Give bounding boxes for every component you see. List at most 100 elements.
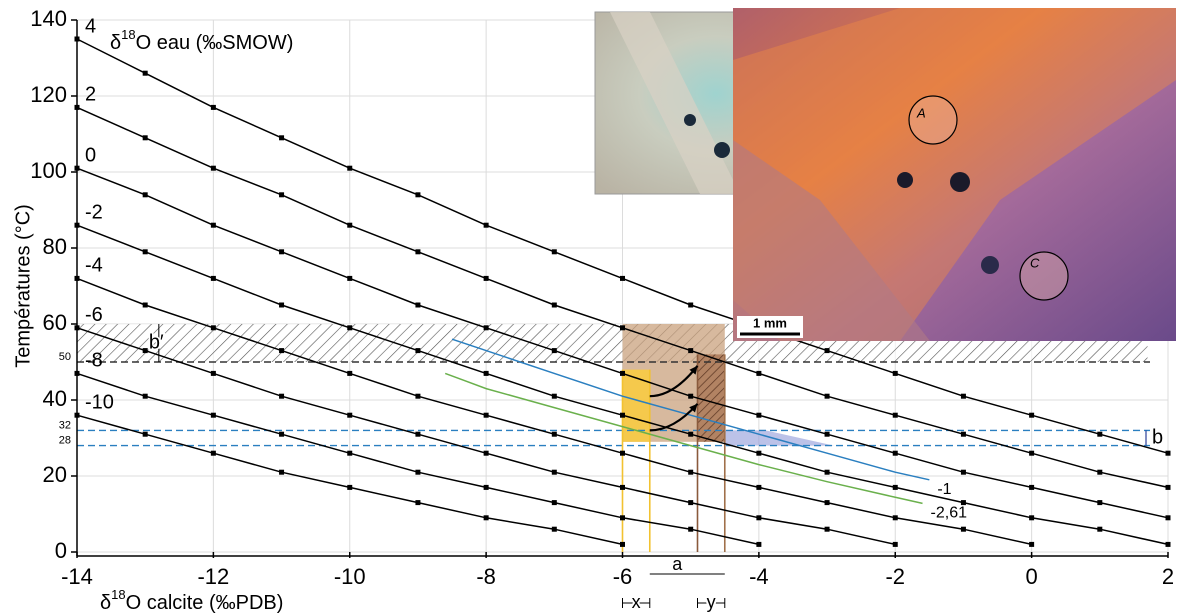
point-marker: [892, 412, 898, 418]
point-marker: [756, 370, 762, 376]
point-marker: [892, 515, 898, 521]
y-tick-label: 60: [43, 310, 67, 335]
point-marker: [1097, 500, 1103, 506]
spot-circle: [908, 95, 958, 145]
point-marker: [551, 393, 557, 399]
point-marker: [620, 515, 625, 521]
range-label: x: [632, 592, 641, 612]
point-marker: [142, 302, 148, 308]
x-tick-label: -4: [749, 564, 769, 589]
point-marker: [415, 500, 421, 506]
point-marker: [483, 275, 489, 281]
series-line: [451, 338, 930, 481]
point-marker: [210, 222, 216, 228]
x-tick-label: 2: [1162, 564, 1174, 589]
point-marker: [347, 325, 353, 331]
point-marker: [347, 370, 353, 376]
series-label: -10: [85, 391, 114, 413]
point-marker: [756, 484, 762, 490]
point-marker: [551, 249, 557, 255]
series-label: 4: [85, 15, 96, 37]
x-tick-label: -12: [197, 564, 229, 589]
series-label: -6: [85, 304, 103, 326]
y-axis-label: Températures (°C): [12, 204, 34, 368]
point-marker: [551, 469, 557, 475]
x-axis-label: δ18O calcite (‰PDB): [100, 587, 283, 614]
y-tick-label: 100: [30, 158, 67, 183]
y-tick-label: 20: [43, 462, 67, 487]
photo-spot: [981, 256, 999, 274]
y-tick-label: 120: [30, 82, 67, 107]
point-marker: [688, 469, 694, 475]
point-marker: [1029, 515, 1035, 521]
point-marker: [551, 500, 557, 506]
photos: A C 1 mm: [594, 8, 1176, 341]
point-marker: [279, 249, 285, 255]
point-marker: [483, 370, 489, 376]
y-tick-label: 40: [43, 386, 67, 411]
point-marker: [960, 393, 966, 399]
range-box: [697, 354, 725, 442]
series-label: -1: [937, 481, 951, 498]
range-label: y: [707, 592, 716, 612]
point-marker: [142, 135, 148, 141]
point-marker: [1097, 469, 1103, 475]
series-label: -2: [85, 201, 103, 223]
point-marker: [620, 412, 625, 418]
point-marker: [892, 484, 898, 490]
point-marker: [892, 450, 898, 456]
point-marker: [279, 192, 285, 198]
point-marker: [688, 393, 694, 399]
point-marker: [620, 370, 625, 376]
point-marker: [415, 431, 421, 437]
photo-zone: [733, 140, 930, 341]
point-marker: [620, 325, 625, 331]
point-marker: [279, 393, 285, 399]
x-tick-label: -6: [613, 564, 633, 589]
point-marker: [756, 515, 762, 521]
point-marker: [756, 450, 762, 456]
point-marker: [1029, 541, 1035, 547]
point-marker: [620, 541, 625, 547]
point-marker: [347, 412, 353, 418]
x-tick-label: -2: [885, 564, 905, 589]
series-title-part: δ: [110, 32, 121, 54]
point-marker: [483, 515, 489, 521]
photo-spot: [714, 142, 730, 158]
point-marker: [824, 393, 830, 399]
series-label: -8: [85, 350, 103, 372]
point-marker: [279, 431, 285, 437]
photo-spot: [950, 172, 970, 192]
point-marker: [347, 222, 353, 228]
point-marker: [483, 484, 489, 490]
point-marker: [142, 348, 148, 354]
series-label: -4: [85, 255, 103, 277]
spot-circle: [1019, 251, 1069, 301]
point-marker: [415, 469, 421, 475]
series-title-part: O eau (‰SMOW): [136, 32, 294, 54]
series-label: 2: [85, 84, 96, 106]
point-marker: [415, 393, 421, 399]
point-marker: [1165, 541, 1171, 547]
point-marker: [142, 192, 148, 198]
point-marker: [142, 431, 148, 437]
series-label: 0: [85, 144, 96, 166]
point-marker: [415, 249, 421, 255]
point-marker: [210, 325, 216, 331]
point-marker: [483, 450, 489, 456]
x-axis-label-part: δ: [100, 592, 111, 614]
point-marker: [620, 484, 625, 490]
y-tick-label: 80: [43, 234, 67, 259]
point-marker: [688, 526, 694, 532]
point-marker: [142, 70, 148, 76]
point-marker: [415, 302, 421, 308]
point-marker: [824, 431, 830, 437]
point-marker: [620, 275, 625, 281]
point-marker: [1097, 526, 1103, 532]
series-title-sup: 18: [121, 27, 135, 42]
range-label: b′: [149, 331, 164, 353]
point-marker: [347, 484, 353, 490]
point-marker: [142, 393, 148, 399]
x-tick-label: 0: [1026, 564, 1038, 589]
